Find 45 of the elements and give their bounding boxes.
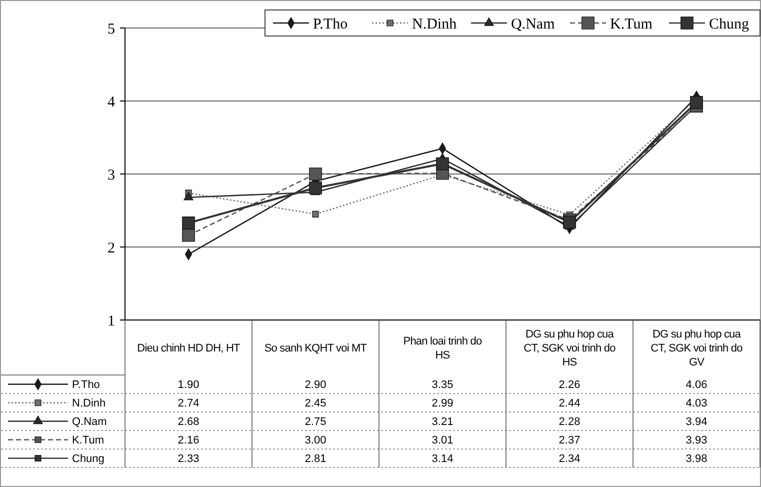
x-tick-label: Phan loai trinh do HS bbox=[403, 335, 482, 362]
data-label: 4.06 bbox=[686, 379, 708, 392]
data-label: 2.26 bbox=[558, 379, 580, 392]
legend-label: N.Dinh bbox=[412, 16, 458, 32]
data-label: 2.68 bbox=[178, 416, 200, 428]
data-label: 3.94 bbox=[686, 416, 708, 428]
text: Chung bbox=[72, 453, 104, 466]
legend-label: K.Tum bbox=[610, 16, 653, 32]
legend-label: P.Tho bbox=[313, 16, 348, 32]
x-tick-label: DG su phu hop cua CT, SGK voi trinh do GV bbox=[650, 328, 743, 368]
data-label: 3.35 bbox=[432, 379, 454, 392]
data-label: 2.37 bbox=[558, 434, 580, 447]
data-label: 3.21 bbox=[432, 416, 454, 428]
text: Q.Nam bbox=[72, 416, 107, 428]
y-tick-label: 1 bbox=[108, 313, 115, 330]
y-tick-label: 3 bbox=[108, 167, 115, 184]
data-label: 2.44 bbox=[558, 398, 580, 410]
data-label: 3.98 bbox=[686, 453, 708, 466]
y-tick-label: 4 bbox=[108, 94, 116, 110]
data-label: 2.34 bbox=[558, 453, 580, 466]
text: K.Tum bbox=[72, 434, 104, 447]
x-tick-label: Dieu chinh HD DH, HT bbox=[137, 342, 240, 354]
data-label: 1.90 bbox=[178, 379, 200, 392]
x-tick-label: So sanh KQHT voi MT bbox=[264, 342, 368, 354]
legend-label: Q.Nam bbox=[511, 16, 556, 32]
data-label: 2.74 bbox=[178, 398, 200, 410]
data-label: 2.28 bbox=[558, 416, 580, 428]
x-tick-label: DG su phu hop cua CT, SGK voi trinh do HS bbox=[524, 328, 616, 368]
data-label: 2.90 bbox=[304, 379, 326, 392]
data-label: 3.14 bbox=[432, 453, 454, 466]
data-label: 2.81 bbox=[304, 453, 326, 466]
data-label: 3.00 bbox=[304, 434, 326, 447]
data-label: 2.33 bbox=[178, 453, 200, 466]
data-label: 2.45 bbox=[304, 398, 326, 410]
legend-label: Chung bbox=[709, 16, 750, 32]
text: N.Dinh bbox=[72, 398, 106, 410]
data-label: 2.99 bbox=[432, 398, 454, 410]
data-label: 3.01 bbox=[432, 434, 454, 447]
y-tick-label: 5 bbox=[108, 21, 115, 38]
data-label: 4.03 bbox=[686, 398, 708, 410]
text: P.Tho bbox=[72, 379, 100, 392]
data-label: 2.75 bbox=[304, 416, 326, 428]
data-label: 3.93 bbox=[686, 434, 708, 447]
y-tick-label: 2 bbox=[108, 240, 115, 256]
data-label: 2.16 bbox=[178, 434, 200, 447]
